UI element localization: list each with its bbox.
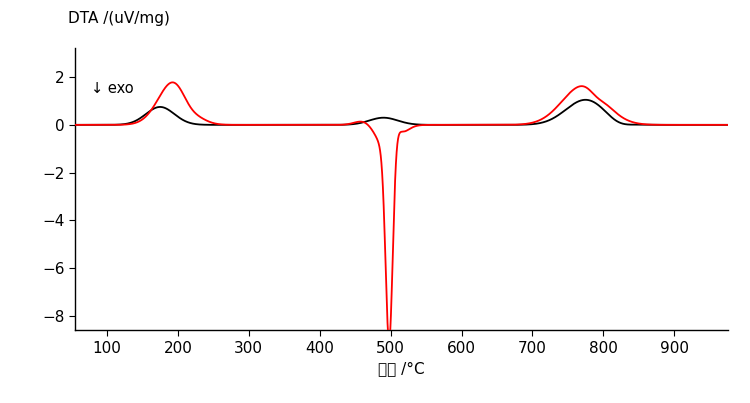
X-axis label: 温度 /°C: 温度 /°C: [378, 361, 424, 376]
Text: DTA /(uV/mg): DTA /(uV/mg): [68, 11, 170, 26]
Text: ↓ exo: ↓ exo: [92, 81, 134, 96]
